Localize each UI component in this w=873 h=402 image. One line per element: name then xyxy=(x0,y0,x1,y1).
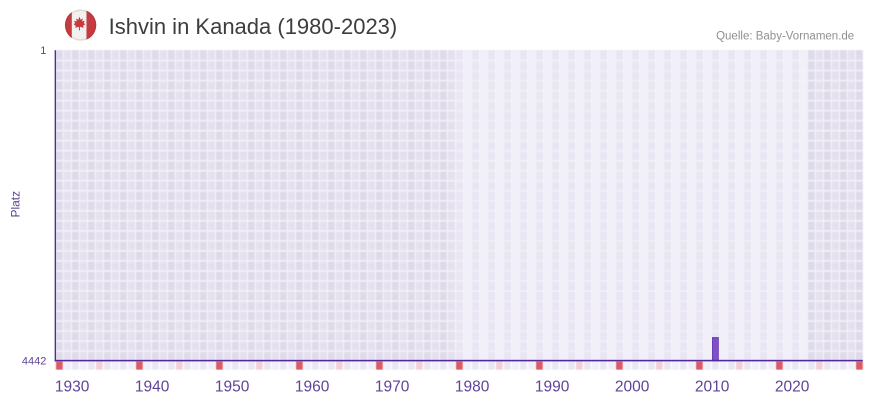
svg-text:1940: 1940 xyxy=(135,378,170,395)
svg-text:1950: 1950 xyxy=(215,378,250,395)
svg-text:2000: 2000 xyxy=(615,378,650,395)
svg-text:1990: 1990 xyxy=(535,378,570,395)
svg-text:1980: 1980 xyxy=(455,378,490,395)
svg-text:4442: 4442 xyxy=(22,355,46,367)
svg-text:Platz: Platz xyxy=(9,191,23,218)
svg-text:1960: 1960 xyxy=(295,378,330,395)
svg-text:1930: 1930 xyxy=(55,378,90,395)
svg-text:1: 1 xyxy=(40,45,46,57)
svg-text:Ishvin in Kanada (1980-2023): Ishvin in Kanada (1980-2023) xyxy=(109,14,398,39)
svg-text:2020: 2020 xyxy=(775,378,810,395)
svg-text:Quelle: Baby-Vornamen.de: Quelle: Baby-Vornamen.de xyxy=(716,31,854,43)
svg-text:1970: 1970 xyxy=(375,378,410,395)
svg-text:2010: 2010 xyxy=(695,378,730,395)
